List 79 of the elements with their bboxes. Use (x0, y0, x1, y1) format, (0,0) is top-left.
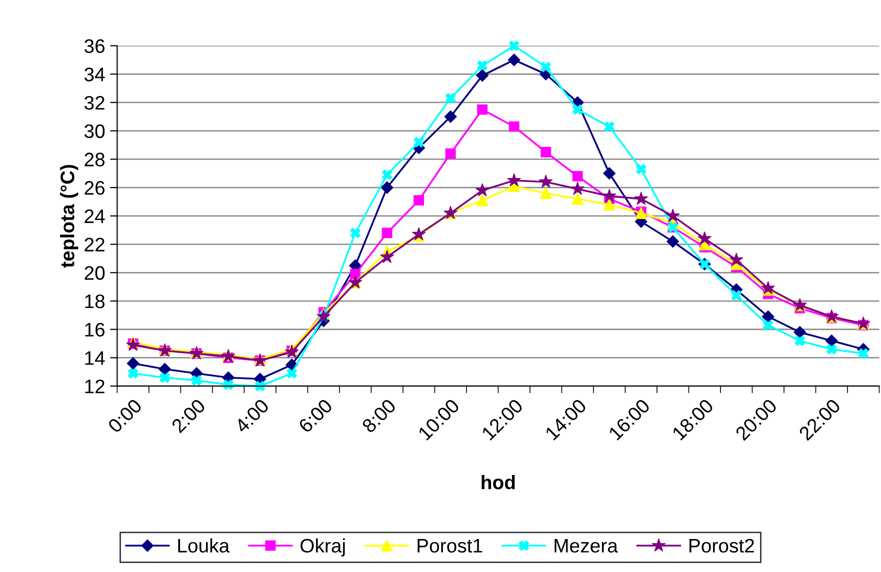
point (160, 372, 170, 383)
point (475, 183, 490, 196)
point (729, 252, 744, 266)
point (604, 121, 615, 132)
point (570, 182, 585, 195)
y-tick-label: 16 (85, 322, 105, 337)
legend-label: Okraj (300, 538, 345, 556)
point (476, 194, 488, 206)
point (666, 208, 680, 222)
point (794, 336, 806, 346)
point (508, 40, 520, 51)
point (540, 62, 552, 72)
point (540, 187, 552, 200)
legend-label: Mezera (554, 539, 618, 553)
x-tick-label: 0:00 (107, 398, 143, 434)
y-axis-title: teplota (°C) (60, 164, 78, 268)
point (414, 136, 424, 148)
point (350, 268, 361, 280)
y-tick-label: 14 (85, 351, 105, 365)
point (380, 181, 394, 194)
x-tick-label: 4:00 (234, 398, 270, 434)
y-tick-label: 22 (84, 238, 104, 252)
point (286, 368, 298, 379)
point (476, 69, 489, 82)
point (794, 326, 806, 338)
point (698, 231, 712, 245)
point (825, 334, 838, 347)
y-tick-label: 32 (84, 96, 104, 110)
point (382, 170, 392, 180)
legend-label: Porost1 (418, 539, 482, 553)
point (762, 320, 774, 330)
point (572, 171, 583, 182)
x-axis-title: hod (482, 474, 515, 490)
point (572, 104, 583, 115)
point (636, 164, 646, 174)
point (540, 146, 552, 158)
point (731, 290, 742, 301)
point (126, 357, 140, 370)
y-tick-label: 20 (84, 266, 105, 280)
point (602, 188, 616, 202)
point (254, 380, 266, 392)
legend-label: Porost2 (690, 538, 754, 553)
point (572, 193, 584, 205)
y-tick-label: 24 (84, 209, 105, 223)
point (128, 368, 138, 379)
point (158, 362, 172, 376)
point (414, 195, 424, 206)
y-tick-label: 18 (85, 294, 105, 308)
point (508, 121, 520, 132)
point (634, 192, 648, 205)
point (826, 344, 837, 354)
x-tick-label: 6:00 (298, 398, 334, 434)
point (538, 174, 553, 188)
point (507, 173, 522, 186)
y-tick-label: 28 (84, 152, 105, 166)
point (858, 348, 869, 359)
point (350, 228, 361, 238)
point (508, 54, 520, 66)
y-tick-label: 30 (84, 124, 105, 138)
point (382, 228, 392, 238)
point (477, 104, 488, 115)
y-tick-label: 36 (84, 39, 105, 53)
point (284, 344, 299, 358)
legend-label: Louka (178, 538, 230, 553)
point (191, 375, 202, 386)
point (445, 148, 456, 159)
point (603, 198, 616, 210)
point (762, 310, 774, 323)
y-tick-label: 12 (85, 380, 104, 394)
point (477, 60, 488, 71)
point (444, 110, 457, 123)
point (603, 167, 616, 180)
x-tick-label: 8:00 (361, 398, 397, 434)
y-tick-label: 34 (84, 68, 105, 82)
point (445, 93, 456, 104)
point (666, 235, 680, 248)
y-tick-label: 26 (84, 181, 105, 195)
point (380, 250, 394, 264)
point (761, 280, 776, 294)
